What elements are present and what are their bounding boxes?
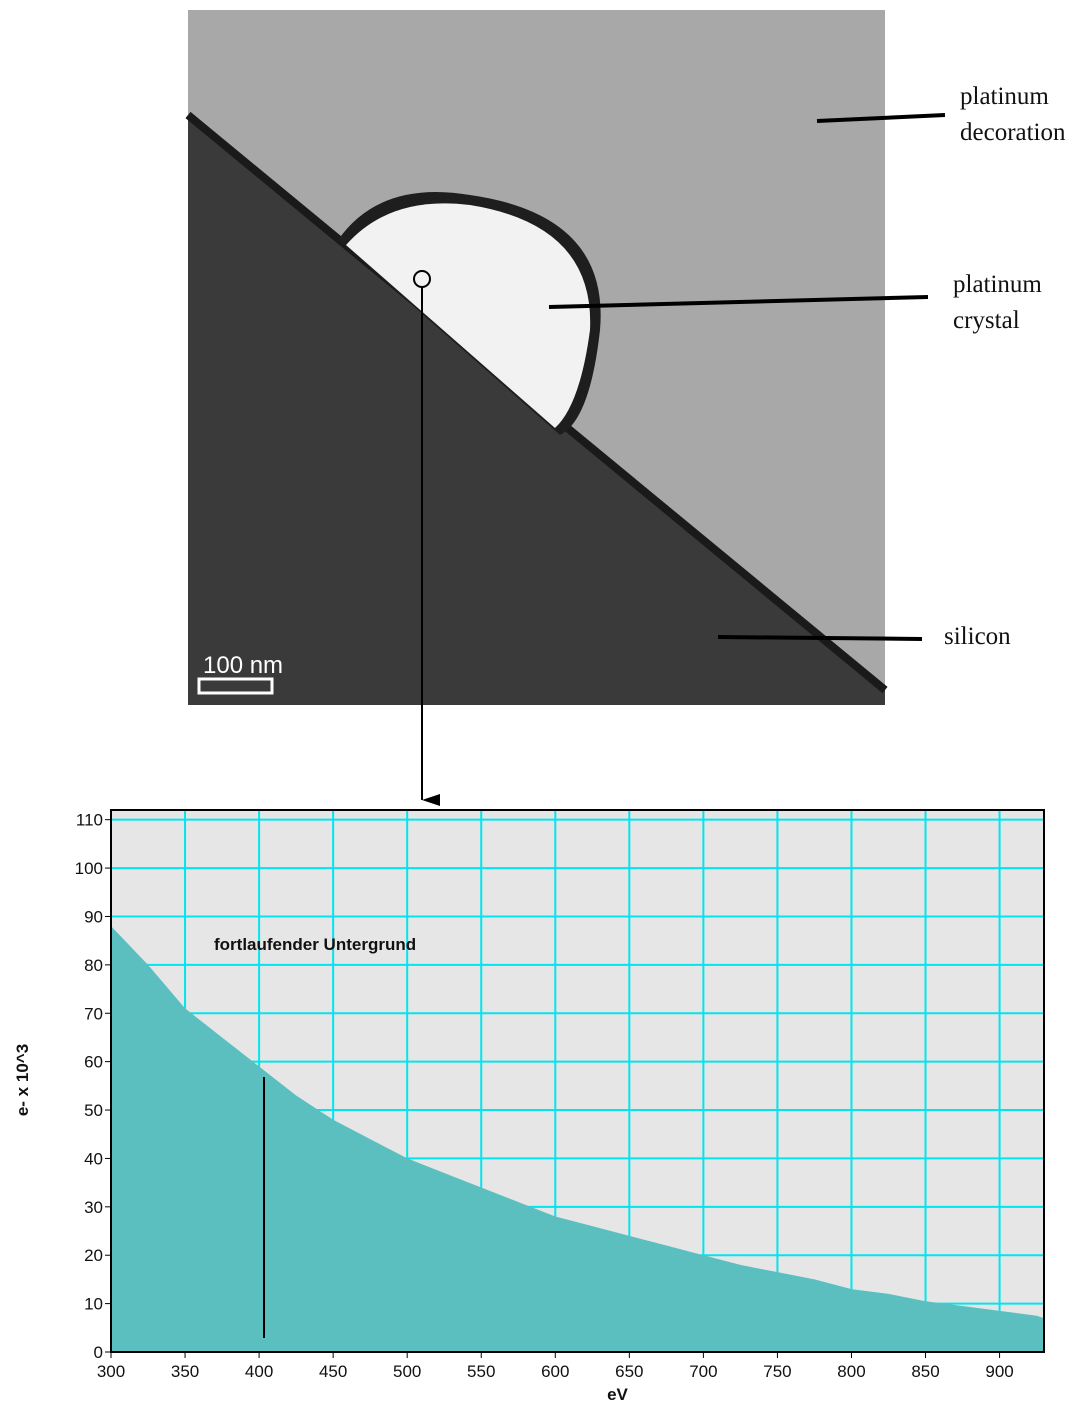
label: decoration <box>960 119 1066 146</box>
x-tick-label: 900 <box>985 1362 1013 1381</box>
y-tick-label: 110 <box>76 811 103 830</box>
scale-bar <box>197 677 274 695</box>
area <box>111 926 1044 1352</box>
x-tick-label: 550 <box>467 1362 495 1381</box>
y-tick-label: 70 <box>84 1004 103 1023</box>
label: crystal <box>953 307 1020 334</box>
scale-bar-label: 100 nm <box>203 652 283 679</box>
x-tick-label: 450 <box>319 1362 347 1381</box>
x-axis-label: eV <box>607 1385 628 1404</box>
x-tick-label: 700 <box>689 1362 717 1381</box>
y-tick-label: 30 <box>84 1198 103 1217</box>
x-tick-label: 600 <box>541 1362 569 1381</box>
y-tick-label: 50 <box>84 1101 103 1120</box>
x-tick-label: 750 <box>763 1362 791 1381</box>
label: platinum <box>953 271 1042 298</box>
y-tick-label: 10 <box>84 1295 103 1314</box>
y-tick-label: 80 <box>84 956 103 975</box>
x-tick-label: 650 <box>615 1362 643 1381</box>
annotation: fortlaufender Untergrund <box>214 935 416 954</box>
x-tick-label: 500 <box>393 1362 421 1381</box>
label: platinum <box>960 83 1049 110</box>
x-tick-label: 400 <box>245 1362 273 1381</box>
x-tick-label: 800 <box>837 1362 865 1381</box>
y-tick-label: 40 <box>84 1149 103 1168</box>
label: silicon <box>944 623 1011 650</box>
y-tick-label: 60 <box>84 1053 103 1072</box>
x-tick-label: 350 <box>171 1362 199 1381</box>
y-tick-label: 0 <box>94 1343 103 1362</box>
chart: 0 10 20 30 40 50 60 70 80 90 100 110 300 350 400 450 500… <box>13 809 1045 1404</box>
y-tick-label: 90 <box>84 907 103 926</box>
x-tick-label: 300 <box>97 1362 125 1381</box>
y-axis-label: e- x 10^3 <box>13 1044 32 1116</box>
y-tick-label: 20 <box>84 1246 103 1265</box>
x-tick-label: 850 <box>911 1362 939 1381</box>
plot-frame <box>110 809 1045 1353</box>
y-tick-label: 100 <box>75 859 103 878</box>
leader-line <box>717 635 923 641</box>
leader-line <box>816 113 946 123</box>
leader-line <box>548 295 929 309</box>
crystal <box>346 203 591 428</box>
micrograph: 100 nm platinum decoration platinum crys… <box>185 10 1066 806</box>
